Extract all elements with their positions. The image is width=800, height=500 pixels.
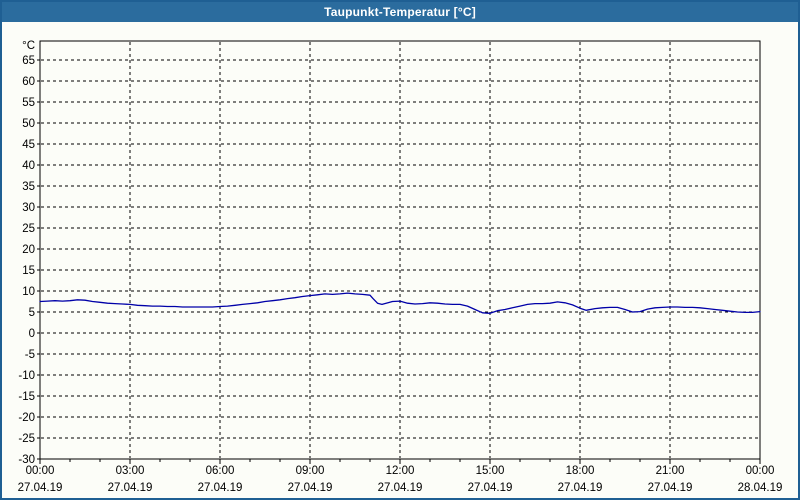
chart-canvas: 65605550454035302520151050-5-10-15-20-25… (18, 40, 783, 494)
x-time-label: 21:00 (656, 465, 685, 477)
x-date-label: 27.04.19 (288, 482, 333, 494)
x-time-label: 18:00 (566, 465, 595, 477)
y-tick-label: 25 (22, 223, 35, 235)
plot-region: 65 60 55 50 45 40 35 30 25 20 15 10 5 0 -5 -10 -15 -20 -25… (2, 22, 798, 498)
y-tick-label: 0 (29, 328, 35, 340)
y-tick-label: 35 (22, 181, 35, 193)
dewpoint-line (39, 292, 761, 314)
plot-border (39, 40, 761, 460)
y-axis-unit-label: °C (22, 40, 35, 52)
y-tick-label: -30 (18, 454, 35, 466)
y-tick-label: -25 (18, 433, 35, 445)
window-title: Taupunkt-Temperatur [°C] (324, 5, 476, 19)
x-time-label: 00:00 (26, 465, 55, 477)
y-tick-label: 20 (22, 244, 35, 256)
x-date-label: 27.04.19 (558, 482, 603, 494)
y-tick-label: 40 (22, 160, 35, 172)
y-tick-label: 50 (22, 118, 35, 130)
y-tick-label: 65 (22, 55, 35, 67)
x-date-label: 27.04.19 (108, 482, 153, 494)
y-tick-label: 55 (22, 97, 35, 109)
y-tick-label: 60 (22, 76, 35, 88)
y-tick-label: 5 (29, 307, 35, 319)
x-time-label: 00:00 (746, 465, 775, 477)
x-time-label: 15:00 (476, 465, 505, 477)
y-tick-label: 30 (22, 202, 35, 214)
x-date-label: 27.04.19 (378, 482, 423, 494)
y-tick-label: 10 (22, 286, 35, 298)
y-tick-label: 45 (22, 139, 35, 151)
y-tick-label: -20 (18, 412, 35, 424)
x-date-label: 27.04.19 (648, 482, 693, 494)
y-tick-label: -15 (18, 391, 35, 403)
y-tick-label: 15 (22, 265, 35, 277)
x-date-label: 27.04.19 (18, 482, 63, 494)
window-titlebar[interactable]: Taupunkt-Temperatur [°C] (2, 2, 798, 22)
x-time-label: 06:00 (206, 465, 235, 477)
x-time-label: 03:00 (116, 465, 145, 477)
x-time-label: 09:00 (296, 465, 325, 477)
x-time-label: 12:00 (386, 465, 415, 477)
y-tick-label: -10 (18, 370, 35, 382)
y-tick-label: -5 (25, 349, 35, 361)
x-date-label: 28.04.19 (738, 482, 783, 494)
x-date-label: 27.04.19 (198, 482, 243, 494)
x-date-label: 27.04.19 (468, 482, 513, 494)
